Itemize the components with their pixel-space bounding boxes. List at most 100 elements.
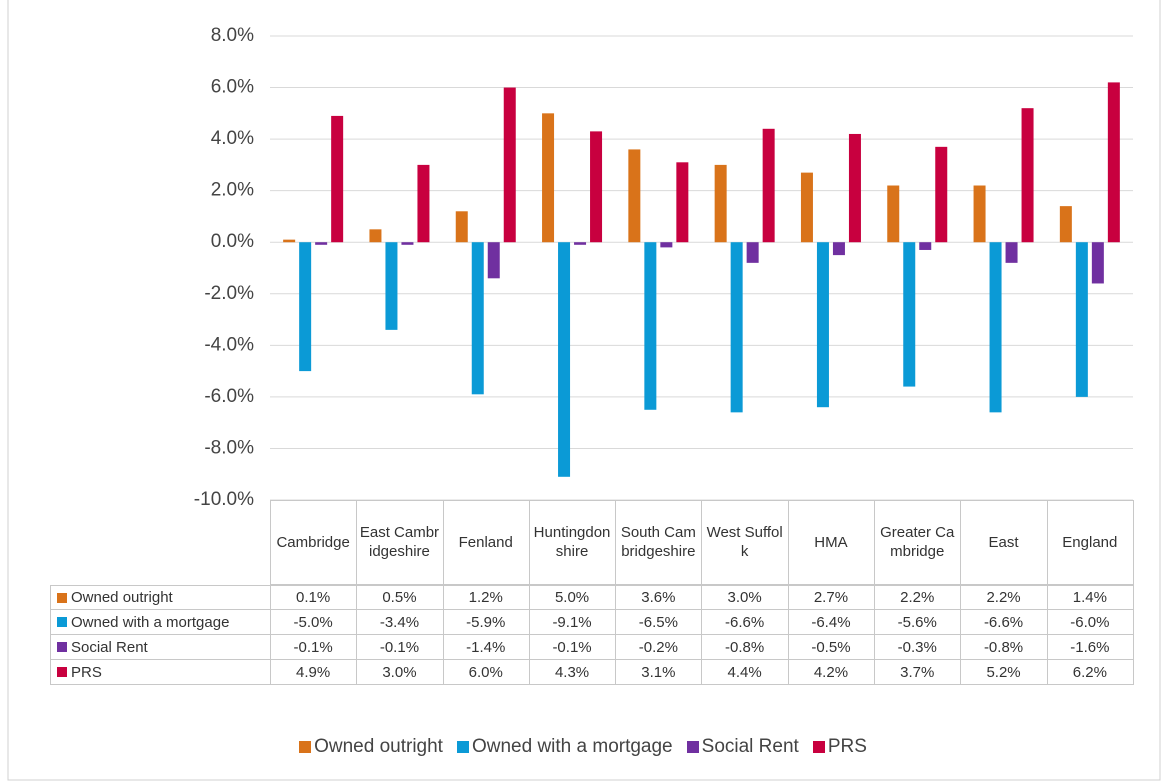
- table-value: -0.2%: [615, 635, 703, 660]
- legend-label: PRS: [827, 736, 867, 757]
- bar: [919, 242, 932, 250]
- bar: [816, 242, 829, 408]
- category-header: HMA: [787, 500, 876, 585]
- legend-swatch: [57, 642, 67, 652]
- row-label: Owned with a mortgage: [50, 610, 271, 635]
- y-tick-label: 6.0%: [211, 77, 254, 98]
- bar: [331, 115, 344, 243]
- category-header: East Cambridgeshire: [356, 500, 444, 585]
- category-header: Greater Cambridge: [874, 500, 962, 585]
- y-tick-label: 8.0%: [211, 25, 254, 46]
- bar: [746, 242, 759, 263]
- row-label: PRS: [50, 660, 271, 685]
- bar: [800, 172, 813, 243]
- legend-swatch: [456, 741, 469, 753]
- bar: [887, 185, 900, 243]
- table-value: 3.6%: [615, 585, 703, 610]
- frame: [7, 0, 1161, 781]
- bar: [401, 242, 414, 245]
- legend-swatch: [57, 617, 67, 627]
- category-header: Fenland: [442, 500, 530, 585]
- bar: [1091, 242, 1104, 284]
- y-tick-label: -4.0%: [204, 334, 254, 355]
- table-value: -0.8%: [701, 635, 789, 660]
- table-value: 3.1%: [615, 660, 703, 685]
- bar: [628, 149, 641, 243]
- legend-label: Owned outright: [314, 736, 443, 757]
- category-header: East: [960, 500, 1048, 585]
- table-value: -6.5%: [615, 610, 703, 635]
- bar: [1005, 242, 1018, 263]
- bar: [558, 242, 571, 477]
- category-header: South Cambridgeshire: [615, 500, 703, 585]
- table-left-border: [270, 500, 271, 585]
- category-header: West Suffolk: [701, 500, 789, 585]
- legend-swatch: [686, 741, 699, 753]
- y-tick-label: 2.0%: [211, 180, 254, 201]
- table-value: -0.5%: [787, 635, 876, 660]
- bar: [832, 242, 845, 256]
- bar: [503, 87, 516, 243]
- table-value: 3.0%: [701, 585, 789, 610]
- table-value: 6.2%: [1046, 660, 1134, 685]
- table-value: 4.9%: [270, 660, 358, 685]
- bar: [676, 162, 689, 243]
- table-value: -0.3%: [874, 635, 962, 660]
- bar: [455, 211, 468, 243]
- table-value: 4.3%: [528, 660, 617, 685]
- legend-item: PRS: [812, 736, 867, 758]
- table-value: -6.4%: [787, 610, 876, 635]
- table-value: 5.2%: [960, 660, 1048, 685]
- row-label-text: PRS: [71, 663, 102, 681]
- category-header: Cambridge: [270, 500, 358, 585]
- legend-swatch: [57, 667, 67, 677]
- bar: [989, 242, 1002, 413]
- table-value: 5.0%: [528, 585, 617, 610]
- table-value: 4.2%: [787, 660, 876, 685]
- table-value: -0.1%: [528, 635, 617, 660]
- row-label-text: Social Rent: [71, 638, 148, 656]
- table-value: 3.7%: [874, 660, 962, 685]
- category-header: England: [1046, 500, 1134, 585]
- table-value: -0.8%: [960, 635, 1048, 660]
- bar: [935, 146, 948, 243]
- table-value: -1.4%: [442, 635, 530, 660]
- y-tick-label: -2.0%: [204, 283, 254, 304]
- legend-label: Owned with a mortgage: [471, 736, 673, 757]
- legend-item: Owned with a mortgage: [456, 736, 673, 758]
- bar: [487, 242, 500, 279]
- bar: [660, 242, 673, 248]
- table-value: 2.2%: [960, 585, 1048, 610]
- legend: Owned outright Owned with a mortgage Socia…: [0, 736, 1166, 758]
- table-value: 4.4%: [701, 660, 789, 685]
- bar: [730, 242, 743, 413]
- legend-swatch: [812, 741, 825, 753]
- legend-swatch: [299, 741, 312, 753]
- table-value: -9.1%: [528, 610, 617, 635]
- table-value: 2.2%: [874, 585, 962, 610]
- row-label: Social Rent: [50, 635, 271, 660]
- bar: [1107, 82, 1120, 243]
- table-value: 6.0%: [442, 660, 530, 685]
- bar: [903, 242, 916, 387]
- bar: [385, 242, 398, 330]
- legend-item: Social Rent: [686, 736, 799, 758]
- table-value: -0.1%: [356, 635, 444, 660]
- bar: [590, 131, 603, 243]
- legend-label: Social Rent: [701, 736, 799, 757]
- table-value: -0.1%: [270, 635, 358, 660]
- bar: [1021, 108, 1034, 243]
- y-tick-label: -8.0%: [204, 437, 254, 458]
- bar: [369, 229, 382, 243]
- bar: [644, 242, 657, 410]
- y-tick-label: 0.0%: [211, 231, 254, 252]
- row-label-text: Owned with a mortgage: [71, 613, 230, 631]
- bar: [973, 185, 986, 243]
- bar: [417, 164, 430, 243]
- table-value: -3.4%: [356, 610, 444, 635]
- category-header: Huntingdonshire: [528, 500, 617, 585]
- y-tick-label: 4.0%: [211, 128, 254, 149]
- table-value: 3.0%: [356, 660, 444, 685]
- table-value: -6.6%: [701, 610, 789, 635]
